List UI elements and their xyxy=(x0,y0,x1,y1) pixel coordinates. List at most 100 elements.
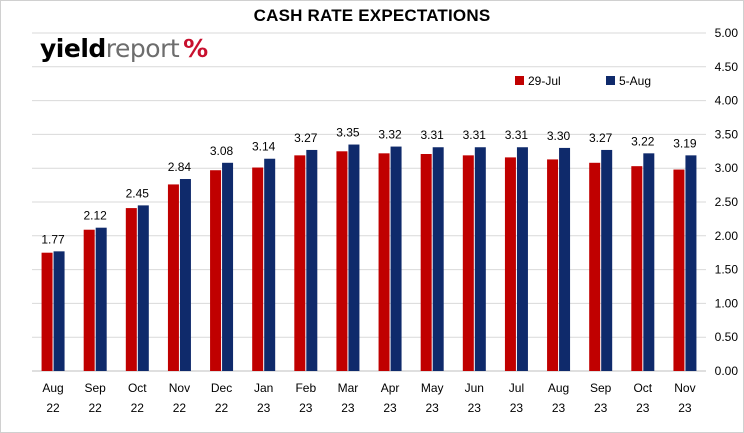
bar-5-aug xyxy=(348,144,360,371)
bar-29-jul xyxy=(252,167,264,371)
x-tick-label: Nov xyxy=(674,381,695,395)
x-tick-year: 23 xyxy=(257,401,271,415)
data-label: 3.31 xyxy=(463,128,487,142)
bar-5-aug xyxy=(53,251,65,371)
y-tick-label: 3.50 xyxy=(715,127,739,141)
data-label: 3.27 xyxy=(589,131,613,145)
bar-5-aug xyxy=(95,227,107,371)
bar-29-jul xyxy=(294,155,306,371)
bar-29-jul xyxy=(462,155,474,371)
x-tick-label: Oct xyxy=(633,381,652,395)
x-tick-label: Dec xyxy=(211,381,232,395)
bar-5-aug xyxy=(432,147,444,371)
bar-5-aug xyxy=(179,179,191,371)
y-tick-label: 1.50 xyxy=(715,263,739,277)
yieldreport-logo: yieldreport% xyxy=(40,34,208,64)
x-tick-year: 23 xyxy=(636,401,650,415)
x-tick-year: 23 xyxy=(594,401,608,415)
bar-5-aug xyxy=(474,147,486,371)
bar-29-jul xyxy=(336,151,348,371)
bar-5-aug xyxy=(222,162,234,371)
x-tick-year: 23 xyxy=(552,401,566,415)
x-tick-year: 22 xyxy=(215,401,229,415)
y-tick-label: 3.00 xyxy=(715,161,739,175)
x-axis-ticks: Aug 22 Sep 22 Oct 22 Nov 22 Dec 22 Jan 23 Feb 23 Mar 23… xyxy=(42,381,695,415)
bar-5-aug xyxy=(601,149,613,371)
bar-5-aug xyxy=(559,147,571,371)
legend-swatch-29-jul xyxy=(515,76,524,85)
bar-29-jul xyxy=(83,229,95,371)
data-labels: 1.77 2.12 2.45 2.84 3.08 3.14 3.27 3.35 3.32 3.31… xyxy=(41,126,697,247)
y-tick-label: 0.00 xyxy=(715,364,739,378)
x-tick-label: May xyxy=(421,381,444,395)
x-tick-year: 23 xyxy=(468,401,482,415)
x-tick-year: 23 xyxy=(426,401,440,415)
x-tick-year: 22 xyxy=(131,401,145,415)
y-tick-label: 4.00 xyxy=(715,94,739,108)
y-tick-label: 4.50 xyxy=(715,60,739,74)
chart-title: CASH RATE EXPECTATIONS xyxy=(253,6,491,25)
y-tick-label: 2.50 xyxy=(715,195,739,209)
y-tick-label: 0.50 xyxy=(715,330,739,344)
logo-word-yield: yield xyxy=(40,34,106,63)
bar-5-aug xyxy=(306,149,318,371)
x-tick-year: 23 xyxy=(383,401,397,415)
data-label: 3.30 xyxy=(547,129,571,143)
x-tick-label: Jun xyxy=(465,381,484,395)
bar-5-aug xyxy=(685,155,697,371)
data-label: 3.27 xyxy=(294,131,318,145)
bar-29-jul xyxy=(378,153,390,371)
x-tick-label: Jan xyxy=(254,381,273,395)
bar-29-jul xyxy=(631,166,643,371)
data-label: 3.19 xyxy=(673,136,697,150)
legend: 29-Jul 5-Aug xyxy=(515,74,651,88)
legend-swatch-5-aug xyxy=(606,76,615,85)
bar-5-aug xyxy=(137,205,149,371)
bar-5-aug xyxy=(264,158,276,371)
bar-29-jul xyxy=(420,154,432,371)
x-tick-year: 23 xyxy=(678,401,692,415)
data-label: 3.32 xyxy=(378,128,402,142)
bar-5-aug xyxy=(516,147,528,371)
x-tick-label: Oct xyxy=(128,381,147,395)
legend-label-29-jul: 29-Jul xyxy=(528,74,561,88)
data-label: 3.22 xyxy=(631,134,655,148)
data-label: 2.45 xyxy=(126,186,150,200)
x-tick-label: Aug xyxy=(548,381,569,395)
y-tick-label: 1.00 xyxy=(715,296,739,310)
x-tick-label: Sep xyxy=(590,381,612,395)
data-label: 3.31 xyxy=(505,128,529,142)
x-tick-year: 23 xyxy=(341,401,355,415)
bar-29-jul xyxy=(210,170,222,371)
x-tick-label: Jul xyxy=(509,381,524,395)
y-tick-label: 5.00 xyxy=(715,26,739,40)
logo-word-report: report xyxy=(105,34,180,63)
bar-29-jul xyxy=(547,159,559,371)
data-label: 3.08 xyxy=(210,144,234,158)
bar-29-jul xyxy=(167,184,179,371)
bar-29-jul xyxy=(673,169,685,371)
y-tick-label: 2.00 xyxy=(715,229,739,243)
x-tick-label: Apr xyxy=(381,381,400,395)
data-label: 3.35 xyxy=(336,126,360,140)
data-label: 3.31 xyxy=(421,128,445,142)
bar-29-jul xyxy=(41,252,53,371)
x-tick-label: Feb xyxy=(295,381,316,395)
x-tick-label: Nov xyxy=(169,381,190,395)
bars xyxy=(41,144,697,371)
bar-5-aug xyxy=(643,153,655,371)
y-axis-ticks: 0.00 0.50 1.00 1.50 2.00 2.50 3.00 3.50 4.00 4.50… xyxy=(715,26,739,378)
x-tick-year: 22 xyxy=(46,401,60,415)
logo-percent: % xyxy=(183,34,208,63)
x-tick-year: 22 xyxy=(173,401,187,415)
bar-5-aug xyxy=(390,146,402,371)
x-tick-year: 22 xyxy=(89,401,103,415)
data-label: 1.77 xyxy=(41,232,65,246)
x-tick-year: 23 xyxy=(510,401,524,415)
data-label: 2.84 xyxy=(168,160,192,174)
x-tick-label: Mar xyxy=(338,381,359,395)
x-tick-label: Sep xyxy=(85,381,107,395)
x-tick-label: Aug xyxy=(42,381,63,395)
